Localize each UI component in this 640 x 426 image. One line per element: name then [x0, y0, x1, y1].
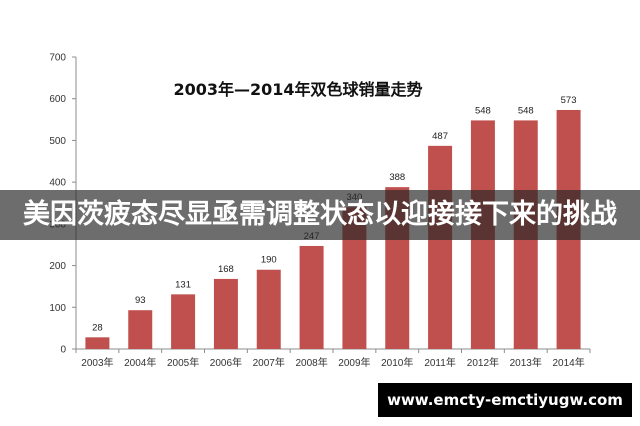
data-label: 548: [475, 105, 491, 116]
x-tick-label: 2008年: [295, 356, 327, 369]
y-tick-label: 0: [60, 345, 66, 356]
data-label: 28: [92, 322, 103, 333]
y-tick-label: 700: [49, 53, 66, 64]
data-label: 93: [135, 295, 146, 306]
x-tick-label: 2003年: [81, 356, 113, 369]
bar: [428, 145, 453, 349]
x-tick-label: 2007年: [253, 356, 285, 369]
headline-banner: 美因茨疲态尽显亟需调整状态以迎接接下来的挑战: [0, 190, 640, 240]
bar: [128, 310, 153, 349]
x-tick-label: 2011年: [424, 356, 456, 369]
data-label: 573: [561, 95, 577, 106]
y-tick-label: 500: [49, 136, 66, 147]
data-label: 487: [432, 131, 448, 142]
data-label: 388: [389, 172, 405, 183]
y-tick-label: 400: [49, 178, 66, 189]
x-axis-ticks: 2003年 2004年 2005年 2006年 2007年 2008年 2009年 2010年…: [75, 349, 591, 369]
bar: [342, 207, 367, 349]
x-tick-label: 2004年: [124, 356, 156, 369]
x-tick-label: 2005年: [167, 356, 199, 369]
watermark-url: www.emcty-emctiyugw.com: [378, 383, 632, 417]
data-label: 190: [261, 255, 277, 266]
data-label: 548: [518, 105, 534, 116]
chart-title: 2003年—2014年双色球销量走势: [173, 80, 422, 99]
data-label: 168: [218, 264, 234, 275]
bar: [256, 269, 281, 349]
bar: [85, 337, 110, 349]
x-tick-label: 2013年: [510, 356, 542, 369]
headline-text: 美因茨疲态尽显亟需调整状态以迎接接下来的挑战: [23, 199, 617, 230]
bar-series: [85, 109, 581, 349]
x-tick-label: 2006年: [210, 356, 242, 369]
x-tick-label: 2014年: [552, 356, 584, 369]
x-tick-label: 2012年: [467, 356, 499, 369]
x-tick-label: 2009年: [338, 356, 370, 369]
data-label: 131: [175, 279, 191, 290]
bar: [299, 245, 324, 349]
y-tick-label: 100: [49, 303, 66, 314]
bar: [213, 278, 238, 349]
y-tick-label: 600: [49, 94, 66, 105]
y-tick-label: 200: [49, 261, 66, 272]
x-tick-label: 2010年: [381, 356, 413, 369]
bar: [171, 294, 196, 349]
